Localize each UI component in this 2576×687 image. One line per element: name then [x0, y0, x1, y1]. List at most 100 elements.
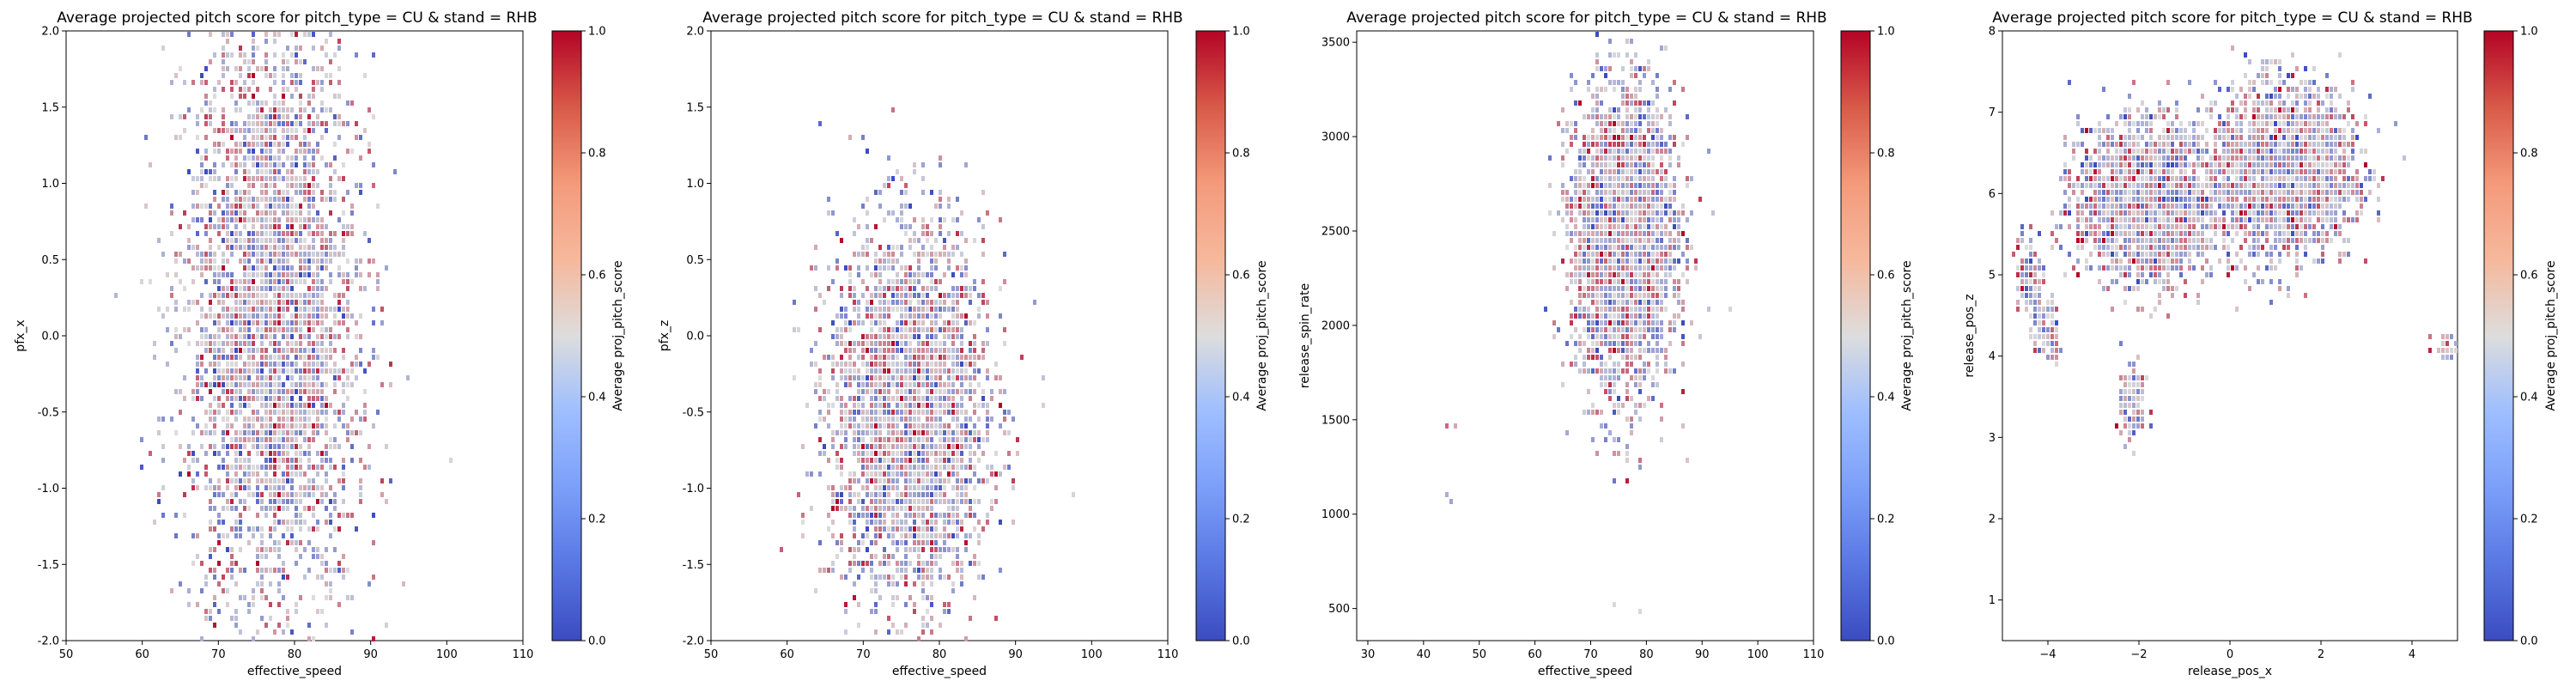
hexbin-cell: [157, 430, 161, 435]
hexbin-cell: [874, 362, 878, 367]
hexbin-cell: [1583, 155, 1586, 161]
hexbin-cell: [848, 396, 852, 401]
hexbin-cell: [1583, 183, 1586, 188]
hexbin-cell: [943, 444, 946, 449]
hexbin-cell: [1673, 183, 1676, 188]
hexbin-cell: [252, 313, 255, 319]
hexbin-cell: [1565, 430, 1569, 435]
hexbin-cell: [1583, 286, 1586, 291]
hexbin-cell: [307, 142, 311, 147]
hexbin-cell: [234, 224, 238, 229]
hexbin-cell: [1656, 348, 1659, 353]
hexbin-cell: [1600, 210, 1603, 216]
hexbin-cell: [299, 73, 302, 78]
hexbin-cell: [1673, 197, 1676, 202]
hexbin-cell: [290, 183, 294, 188]
hexbin-cell: [1578, 341, 1582, 346]
hexbin-cell: [921, 499, 925, 504]
hexbin-cell: [325, 451, 328, 456]
hexbin-cell: [853, 348, 856, 353]
hexbin-cell: [861, 513, 865, 518]
hexbin-cell: [840, 430, 843, 435]
hexbin-cell: [981, 279, 985, 284]
hexbin-cell: [299, 190, 302, 195]
hexbin-cell: [1600, 114, 1603, 119]
hexbin-cell: [222, 382, 225, 387]
hexbin-cell: [243, 444, 246, 449]
hexbin-cell: [977, 293, 981, 298]
hexbin-cell: [844, 307, 848, 312]
hexbin-cell: [226, 396, 229, 401]
hexbin-cell: [1608, 149, 1612, 154]
hexbin-cell: [1630, 73, 1633, 78]
hexbin-cell: [230, 547, 234, 552]
hexbin-cell: [299, 176, 302, 181]
hexbin-cell: [866, 307, 869, 312]
hexbin-cell: [329, 458, 332, 463]
hexbin-cell: [290, 403, 294, 408]
hexbin-cell: [273, 238, 276, 243]
hexbin-cell: [1613, 204, 1616, 209]
hexbin-cell: [900, 217, 903, 222]
hexbin-cell: [964, 444, 968, 449]
hexbin-cell: [960, 465, 963, 470]
hexbin-cell: [1638, 265, 1642, 271]
hexbin-cell: [337, 80, 341, 85]
hexbin-cell: [359, 416, 362, 422]
hexbin-cell: [312, 231, 315, 236]
hexbin-cell: [2102, 286, 2105, 291]
hexbin-cell: [835, 492, 839, 497]
hexbin-cell: [883, 327, 886, 332]
x-tick-label: 90: [1008, 648, 1023, 661]
hexbin-cell: [209, 410, 212, 415]
hexbin-cell: [969, 458, 972, 463]
hexbin-cell: [1656, 279, 1659, 284]
hexbin-cell: [2102, 142, 2105, 147]
hexbin-cell: [350, 458, 354, 463]
hexbin-cell: [346, 258, 349, 264]
hexbin-cell: [891, 526, 895, 532]
hexbin-cell: [866, 561, 869, 566]
hexbin-cell: [1621, 204, 1625, 209]
hexbin-cell: [883, 258, 886, 264]
hexbin-cell: [904, 183, 908, 188]
hexbin-cell: [230, 245, 234, 250]
hexbin-cell: [1600, 142, 1603, 147]
hexbin-cell: [277, 252, 281, 257]
hexbin-cell: [247, 355, 251, 360]
hexbin-cell: [170, 286, 173, 291]
hexbin-cell: [325, 238, 328, 243]
hexbin-cell: [269, 451, 272, 456]
hexbin-cell: [239, 430, 242, 435]
hexbin-cell: [239, 66, 242, 71]
hexbin-cell: [264, 272, 268, 277]
hexbin-cell: [295, 444, 298, 449]
hexbin-cell: [2072, 190, 2075, 195]
hexbin-cell: [896, 245, 899, 250]
hexbin-cell: [273, 492, 276, 497]
hexbin-cell: [286, 265, 289, 271]
hexbin-cell: [273, 307, 276, 312]
hexbin-cell: [908, 485, 912, 490]
hexbin-cell: [934, 265, 938, 271]
hexbin-cell: [282, 348, 285, 353]
hexbin-cell: [209, 506, 212, 511]
hexbin-cell: [2149, 217, 2153, 222]
hexbin-cell: [256, 176, 259, 181]
hexbin-cell: [934, 238, 938, 243]
hexbin-cell: [368, 107, 371, 112]
hexbin-cell: [1647, 217, 1650, 222]
hexbin-cell: [337, 320, 341, 325]
hexbin-cell: [1625, 210, 1629, 216]
hexbin-cell: [2196, 197, 2200, 202]
hexbin-cell: [1600, 313, 1603, 319]
hexbin-cell: [320, 554, 324, 559]
hexbin-cell: [913, 513, 916, 518]
hexbin-cell: [2119, 169, 2123, 174]
hexbin-cell: [1007, 430, 1011, 435]
hexbin-cell: [355, 121, 358, 126]
hexbin-cell: [191, 217, 195, 222]
hexbin-cell: [234, 382, 238, 387]
hexbin-cell: [303, 320, 307, 325]
hexbin-cell: [857, 478, 860, 483]
